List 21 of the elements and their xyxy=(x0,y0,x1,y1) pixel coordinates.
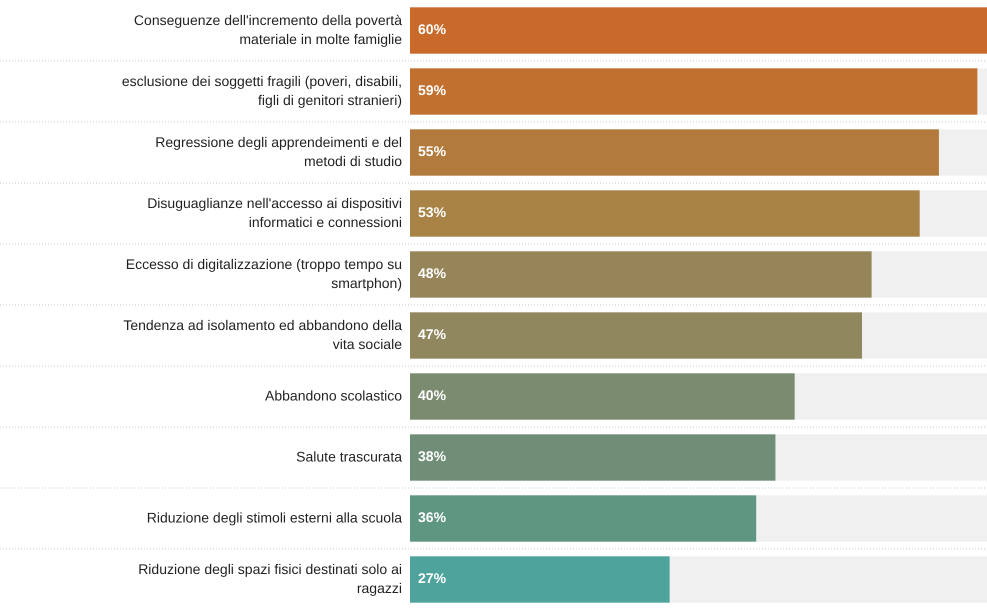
y-tick-label: Regressione degli apprendeimenti e del metodi di studio xyxy=(155,134,402,169)
y-tick-label: Conseguenze dell'incremento della povertà materiale in molte famiglie xyxy=(134,12,402,47)
y-tick-label: esclusione dei soggetti fragili (poveri, disabili, figli di genitori stranieri) xyxy=(122,72,402,108)
data-label: 48% xyxy=(418,265,447,282)
y-tick-label: Riduzione degli spazi fisici destinati solo ai ragazzi xyxy=(138,560,402,596)
data-label: 60% xyxy=(418,21,447,38)
data-label: 59% xyxy=(418,82,447,98)
data-label: 55% xyxy=(418,143,447,160)
y-tick-label: Salute trascurata xyxy=(296,448,402,464)
y-tick-label: Eccesso di digitalizzazione (troppo tempo su smartphon) xyxy=(126,256,402,291)
y-tick-label: Disuguaglianze nell'accesso ai dispositivi informatici e connessioni xyxy=(147,194,402,230)
bar xyxy=(410,68,978,115)
data-label: 27% xyxy=(418,570,447,586)
data-label: 40% xyxy=(418,387,447,404)
y-tick-label: Riduzione degli stimoli esterni alla scuola xyxy=(146,509,402,526)
data-label: 38% xyxy=(418,448,447,464)
data-label: 36% xyxy=(418,509,447,526)
y-tick-label: Tendenza ad isolamento ed abbandono della vita sociale xyxy=(123,316,402,352)
y-tick-label: Abbandono scolastico xyxy=(265,387,402,404)
data-label: 47% xyxy=(418,326,447,342)
data-label: 53% xyxy=(418,204,447,220)
